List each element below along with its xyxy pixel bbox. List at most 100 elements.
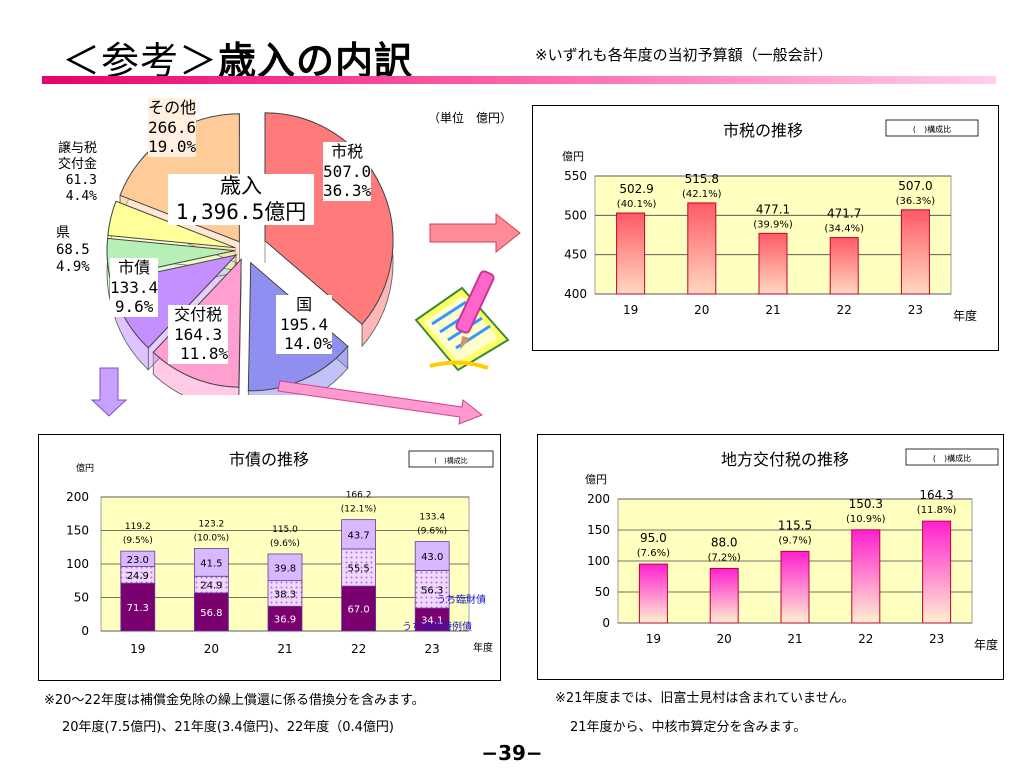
- pie-label-grant-name: 交付税: [174, 305, 223, 324]
- segment-label-23-0: 34.1: [421, 616, 443, 627]
- y-tick-label: 50: [595, 585, 610, 599]
- segment-label-21-1: 38.3: [274, 589, 296, 600]
- bar-23: [922, 520, 952, 624]
- segment-label-20-1: 24.9: [200, 581, 222, 592]
- pie-label-transfer-pct: 4.4%: [65, 188, 98, 204]
- legend-box: [905, 448, 999, 466]
- segment-label-19-0: 71.3: [127, 603, 149, 614]
- segment-label-19-2: 23.0: [127, 555, 149, 566]
- y-axis-label: 億円: [562, 150, 584, 163]
- total-label-23: 133.4: [419, 513, 445, 523]
- x-tick-label-23: 23: [908, 303, 923, 317]
- y-axis-label: 億円: [76, 462, 94, 474]
- bar-23: [900, 209, 930, 295]
- grant-footnote-line2: 21年度から、中核市算定分を含みます。: [570, 720, 807, 735]
- segment-label-23-2: 43.0: [421, 552, 443, 563]
- segment-label-23-1: 56.3: [421, 585, 443, 596]
- page-subtitle: ※いずれも各年度の当初予算額（一般会計）: [535, 46, 833, 64]
- share-label-22: (10.9%): [846, 514, 886, 525]
- pie-label-bond-value: 133.4: [110, 277, 159, 297]
- pie-label-other-name: その他: [148, 98, 197, 117]
- segment-label-19-1: 24.9: [127, 571, 149, 582]
- bond-footnote-line1: ※20～22年度は補償金免除の繰上償還に係る借換分を含みます。: [44, 693, 425, 708]
- bar-segment-21-2: [267, 553, 303, 582]
- pie-label-national-value: 195.4: [280, 314, 329, 334]
- pie-label-grant-pct: 11.8%: [180, 344, 229, 364]
- notepad-pen-icon: [414, 270, 510, 372]
- share-label-20: (7.2%): [708, 552, 741, 563]
- y-tick-label: 50: [74, 591, 89, 605]
- y-tick-label: 150: [587, 523, 610, 537]
- pie-label-pref: 県 68.5 4.9%: [56, 225, 90, 277]
- total-label-19: 119.2: [125, 522, 151, 532]
- segment-label-22-2: 43.7: [347, 530, 369, 541]
- y-tick-label: 550: [564, 169, 587, 183]
- bar-segment-22-1: [341, 548, 377, 587]
- x-tick-label-23: 23: [425, 642, 440, 656]
- pie-label-grant-value: 164.3: [174, 324, 223, 344]
- bar-19: [638, 563, 668, 624]
- bond-chart-svg: 0 50 100 150 200 億円 市債の推移 ( )構成比 71.3 24.9 23.0 119…: [66, 450, 494, 656]
- pie-label-bond-pct: 9.6%: [114, 297, 154, 317]
- share-label-19: (7.6%): [637, 548, 670, 559]
- pie-label-citytax-value: 507.0: [323, 161, 372, 181]
- pie-label-bond-name: 市債: [118, 258, 151, 277]
- legend-box: [885, 119, 979, 137]
- x-tick-label-21: 21: [787, 632, 802, 646]
- share-label-21: (39.9%): [753, 219, 793, 230]
- segment-label-22-1: 55.5: [347, 564, 369, 575]
- annotation-rinzaisai: うち臨財債: [436, 593, 486, 606]
- chart-title: 市税の推移: [723, 121, 803, 140]
- x-tick-label-20: 20: [204, 642, 219, 656]
- value-label-21: 115.5: [778, 518, 812, 532]
- pie-label-pref-pct: 4.9%: [56, 259, 90, 276]
- bar-21: [780, 550, 810, 624]
- segment-label-21-0: 36.9: [274, 615, 296, 626]
- x-tick-label-20: 20: [694, 303, 709, 317]
- bond-chart-panel: 0 50 100 150 200 億円 市債の推移 ( )構成比 71.3 24.9 23.0 119…: [38, 434, 501, 681]
- value-label-21: 477.1: [756, 202, 790, 216]
- segment-label-21-2: 39.8: [274, 563, 296, 574]
- pie-center-line1: 歳入: [220, 174, 262, 198]
- value-label-20: 515.8: [685, 172, 719, 186]
- pie-label-pref-name: 県: [56, 225, 70, 241]
- title-underline: [42, 76, 996, 84]
- y-tick-label: 500: [564, 208, 587, 222]
- grant-chart-panel: 0 50 100 150 200 億円 地方交付税の推移 ( )構成比 95.0 (7.6%) 19…: [537, 434, 1004, 680]
- pie-label-other: その他 266.6 19.0%: [148, 98, 197, 157]
- pie-label-grant: 交付税 164.3 11.8%: [168, 305, 229, 364]
- segment-label-20-0: 56.8: [200, 608, 222, 619]
- citytax-chart-svg: 400 450 500 550 億円 市税の推移 ( )構成比 502.9 (40.1%) 19 5…: [562, 119, 979, 323]
- grant-chart-svg: 0 50 100 150 200 億円 地方交付税の推移 ( )構成比 95.0 (7.6%) 19…: [585, 448, 999, 652]
- value-label-20: 88.0: [711, 535, 738, 549]
- x-tick-label-23: 23: [929, 632, 944, 646]
- pie-label-transfer-value: 61.3: [65, 172, 98, 188]
- bar-segment-21-0: [267, 605, 303, 632]
- annotation-gappei: うち合併特例債: [402, 620, 472, 633]
- bar-22: [829, 237, 859, 295]
- x-tick-label-19: 19: [130, 642, 145, 656]
- y-tick-label: 0: [602, 616, 610, 630]
- x-axis-label: 年度: [473, 641, 493, 654]
- arrow-to-citytax: [429, 212, 521, 254]
- share-label-19: (9.5%): [123, 536, 153, 546]
- arrow-to-grant: [277, 380, 483, 425]
- unit-label: （単位 億円）: [428, 111, 513, 125]
- bond-footnote-line2: 20年度(7.5億円)、21年度(3.4億円)、22年度（0.4億円): [62, 720, 395, 735]
- x-tick-label-19: 19: [623, 303, 638, 317]
- pie-label-other-value: 266.6: [148, 117, 197, 137]
- segment-label-20-2: 41.5: [200, 558, 222, 569]
- share-label-23: (9.6%): [417, 527, 447, 537]
- total-label-21: 115.0: [272, 525, 298, 535]
- x-tick-label-22: 22: [351, 642, 366, 656]
- page-title: ＜参考＞歳入の内訳: [62, 30, 413, 85]
- pie-center-line2: 1,396.5億円: [175, 199, 307, 224]
- share-label-22: (34.4%): [824, 224, 864, 235]
- legend-note: ( )構成比: [434, 456, 467, 465]
- segment-label-22-0: 67.0: [347, 605, 369, 616]
- chart-title: 市債の推移: [229, 450, 309, 469]
- bar-segment-22-2: [341, 519, 377, 550]
- value-label-22: 471.7: [827, 207, 861, 221]
- x-axis-label: 年度: [974, 637, 998, 652]
